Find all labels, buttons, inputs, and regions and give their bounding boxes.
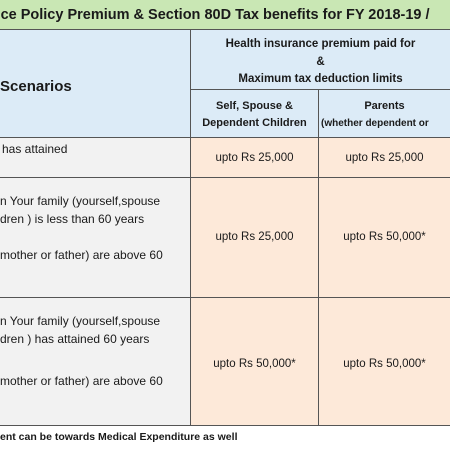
row-2-desc-line4: mother or father) are above 60 — [0, 248, 163, 262]
row-2-desc-line1: n Your family (yourself,spouse — [0, 194, 161, 208]
insurance-premium-header: Health insurance premium paid for & Maxi… — [191, 30, 450, 90]
table-title-text: rance Policy Premium & Section 80D Tax b… — [0, 7, 430, 23]
insurance-header-line1: Health insurance premium paid for — [225, 38, 416, 50]
column-header-self: Self, Spouse & Dependent Children — [191, 90, 319, 138]
row-2-desc-line2: dren ) is less than 60 years — [0, 212, 145, 226]
row-3-desc-line4: mother or father) are above 60 — [0, 374, 163, 388]
row-3-self-text: upto Rs 50,000* — [213, 358, 296, 370]
scenarios-header-label: Scenarios — [0, 78, 72, 95]
row-2-self-text: upto Rs 25,000 — [215, 231, 294, 243]
table-row-2-parents-value: upto Rs 50,000* — [319, 178, 450, 298]
table-row-3-self-value: upto Rs 50,000* — [191, 298, 319, 426]
column-header-parents-line2: (whether dependent or — [321, 118, 429, 129]
row-2-parents-text: upto Rs 50,000* — [343, 231, 426, 243]
table-row-3-scenario: n Your family (yourself,spouse dren ) ha… — [0, 298, 191, 426]
scenarios-header: Scenarios — [0, 30, 191, 138]
table-row-3-parents-value: upto Rs 50,000* — [319, 298, 450, 426]
row-1-parents-text: upto Rs 25,000 — [345, 152, 424, 164]
column-header-parents-line1: Parents — [364, 100, 405, 112]
insurance-header-line3: Maximum tax deduction limits — [238, 73, 403, 85]
row-1-desc-line1: has attained — [2, 142, 68, 156]
row-3-desc-line2: dren ) has attained 60 years — [0, 332, 150, 346]
row-3-parents-text: upto Rs 50,000* — [343, 358, 426, 370]
table-row-1-self-value: upto Rs 25,000 — [191, 138, 319, 178]
table-row-1-scenario: has attained — [0, 138, 191, 178]
table-title: rance Policy Premium & Section 80D Tax b… — [0, 0, 450, 30]
table-row-1-parents-value: upto Rs 25,000 — [319, 138, 450, 178]
row-3-desc-line1: n Your family (yourself,spouse — [0, 314, 161, 328]
table-row-2-scenario: n Your family (yourself,spouse dren ) is… — [0, 178, 191, 298]
column-header-self-line2: Dependent Children — [202, 117, 307, 129]
column-header-self-line1: Self, Spouse & — [215, 100, 294, 112]
insurance-header-line2: & — [316, 56, 325, 68]
row-1-self-text: upto Rs 25,000 — [215, 152, 294, 164]
table-row-2-self-value: upto Rs 25,000 — [191, 178, 319, 298]
footnote: ent can be towards Medical Expenditure a… — [0, 431, 238, 443]
column-header-parents: Parents (whether dependent or — [319, 90, 450, 138]
